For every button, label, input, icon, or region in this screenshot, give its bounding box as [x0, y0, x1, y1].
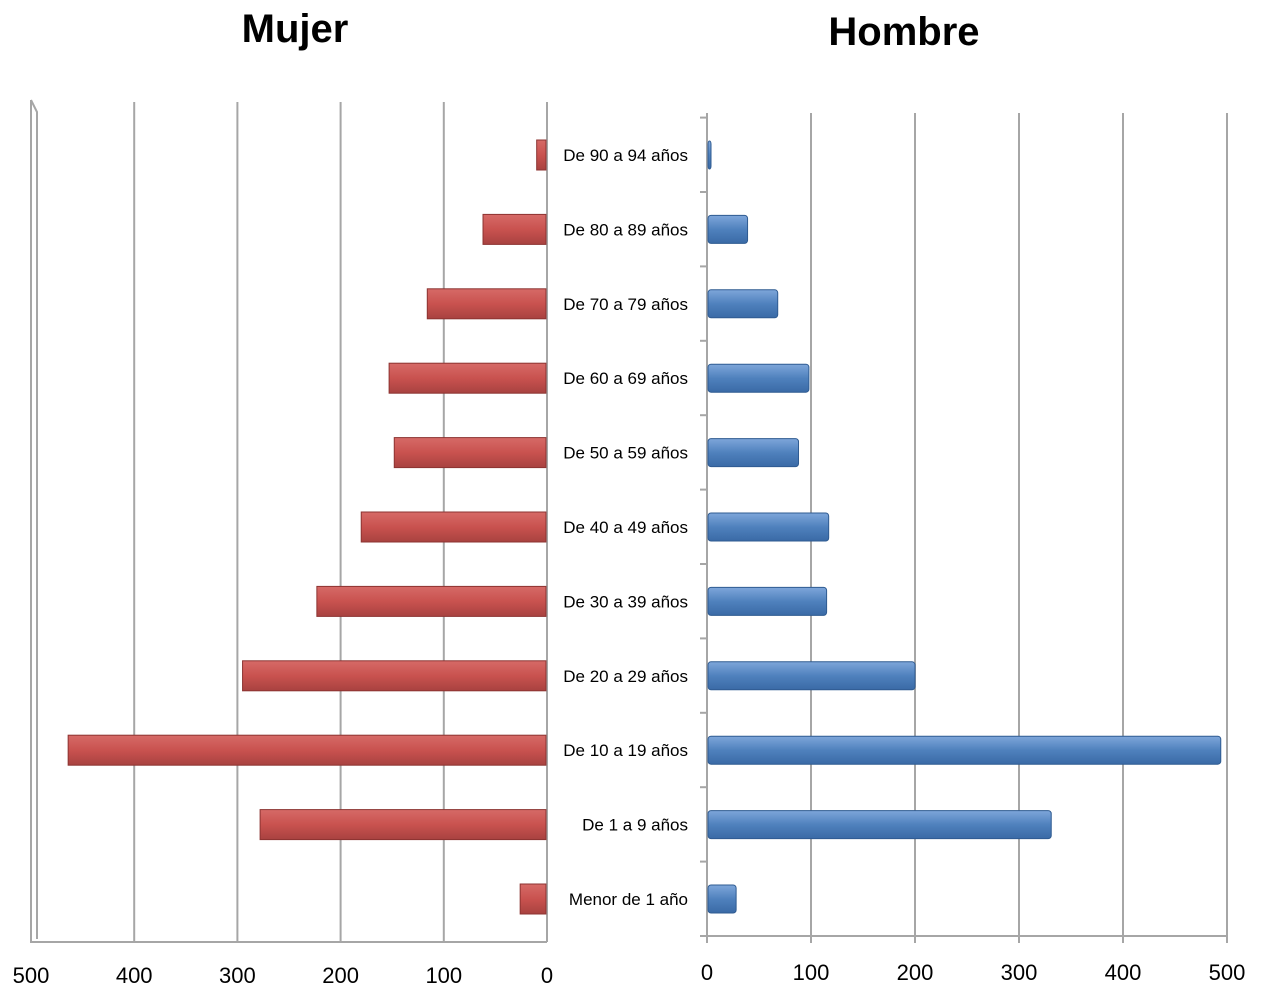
hombre-bar-de-80-a-89-anos	[707, 214, 749, 244]
hombre-bars	[707, 140, 1222, 914]
hombre-bar-menor-de-1-ano	[707, 884, 737, 914]
mujer-x-tick-label: 500	[13, 963, 50, 986]
age-group-label: De 90 a 94 años	[563, 146, 688, 165]
hombre-x-tick-label: 400	[1105, 960, 1142, 985]
mujer-bar-de-50-a-59-anos	[393, 437, 547, 469]
mujer-chart-title: Mujer	[242, 7, 349, 51]
mujer-bar-menor-de-1-ano	[519, 883, 547, 915]
mujer-bar-de-70-a-79-anos	[426, 288, 547, 320]
mujer-x-tick-label: 400	[116, 963, 153, 986]
mujer-bar-de-90-a-94-anos	[536, 139, 547, 171]
hombre-bar-de-60-a-69-anos	[707, 363, 810, 393]
hombre-bar-de-20-a-29-anos	[707, 661, 916, 691]
hombre-x-tick-label: 500	[1209, 960, 1246, 985]
mujer-bar-de-80-a-89-anos	[482, 213, 547, 245]
hombre-gridlines	[700, 113, 1228, 943]
mujer-x-ticks: 500 400 300 200 100 0	[13, 963, 553, 986]
age-group-label: De 40 a 49 años	[563, 518, 688, 537]
age-group-label: De 50 a 59 años	[563, 444, 688, 463]
mujer-x-tick-label: 0	[541, 963, 553, 986]
mujer-x-tick-label: 200	[322, 963, 359, 986]
hombre-bar-de-90-a-94-anos	[707, 140, 712, 170]
mujer-x-tick-label: 100	[425, 963, 462, 986]
hombre-bar-de-70-a-79-anos	[707, 289, 779, 319]
age-group-label: De 70 a 79 años	[563, 295, 688, 314]
hombre-x-ticks: 0 100 200 300 400 500	[701, 960, 1245, 985]
age-group-label: De 30 a 39 años	[563, 592, 688, 611]
age-group-label: Menor de 1 año	[569, 890, 688, 909]
mujer-plot-frame	[30, 99, 547, 943]
hombre-bar-de-1-a-9-anos	[707, 810, 1052, 840]
mujer-bar-de-20-a-29-anos	[242, 660, 547, 692]
hombre-plot-frame	[706, 113, 1227, 937]
hombre-x-tick-label: 200	[897, 960, 934, 985]
hombre-bar-de-10-a-19-anos	[707, 735, 1222, 765]
hombre-bar-de-50-a-59-anos	[707, 438, 800, 468]
hombre-bar-de-30-a-39-anos	[707, 586, 828, 616]
age-group-label: De 80 a 89 años	[563, 220, 688, 239]
mujer-bar-de-60-a-69-anos	[388, 362, 547, 394]
age-group-label: De 10 a 19 años	[563, 741, 688, 760]
age-group-label: De 1 a 9 años	[582, 816, 688, 835]
mujer-bar-de-1-a-9-anos	[259, 809, 547, 841]
mujer-gridlines	[133, 102, 548, 942]
hombre-x-tick-label: 0	[701, 960, 713, 985]
hombre-chart-title: Hombre	[828, 10, 979, 54]
hombre-x-tick-label: 100	[793, 960, 830, 985]
mujer-bar-de-10-a-19-anos	[67, 734, 547, 766]
age-group-labels: Menor de 1 año De 1 a 9 años De 10 a 19 añ…	[563, 146, 688, 909]
mujer-bars	[67, 139, 547, 915]
age-group-label: De 60 a 69 años	[563, 369, 688, 388]
hombre-x-tick-label: 300	[1001, 960, 1038, 985]
mujer-bar-de-30-a-39-anos	[316, 585, 547, 617]
age-group-label: De 20 a 29 años	[563, 667, 688, 686]
mujer-x-tick-label: 300	[219, 963, 256, 986]
hombre-bar-de-40-a-49-anos	[707, 512, 830, 542]
mujer-bar-de-40-a-49-anos	[360, 511, 547, 543]
